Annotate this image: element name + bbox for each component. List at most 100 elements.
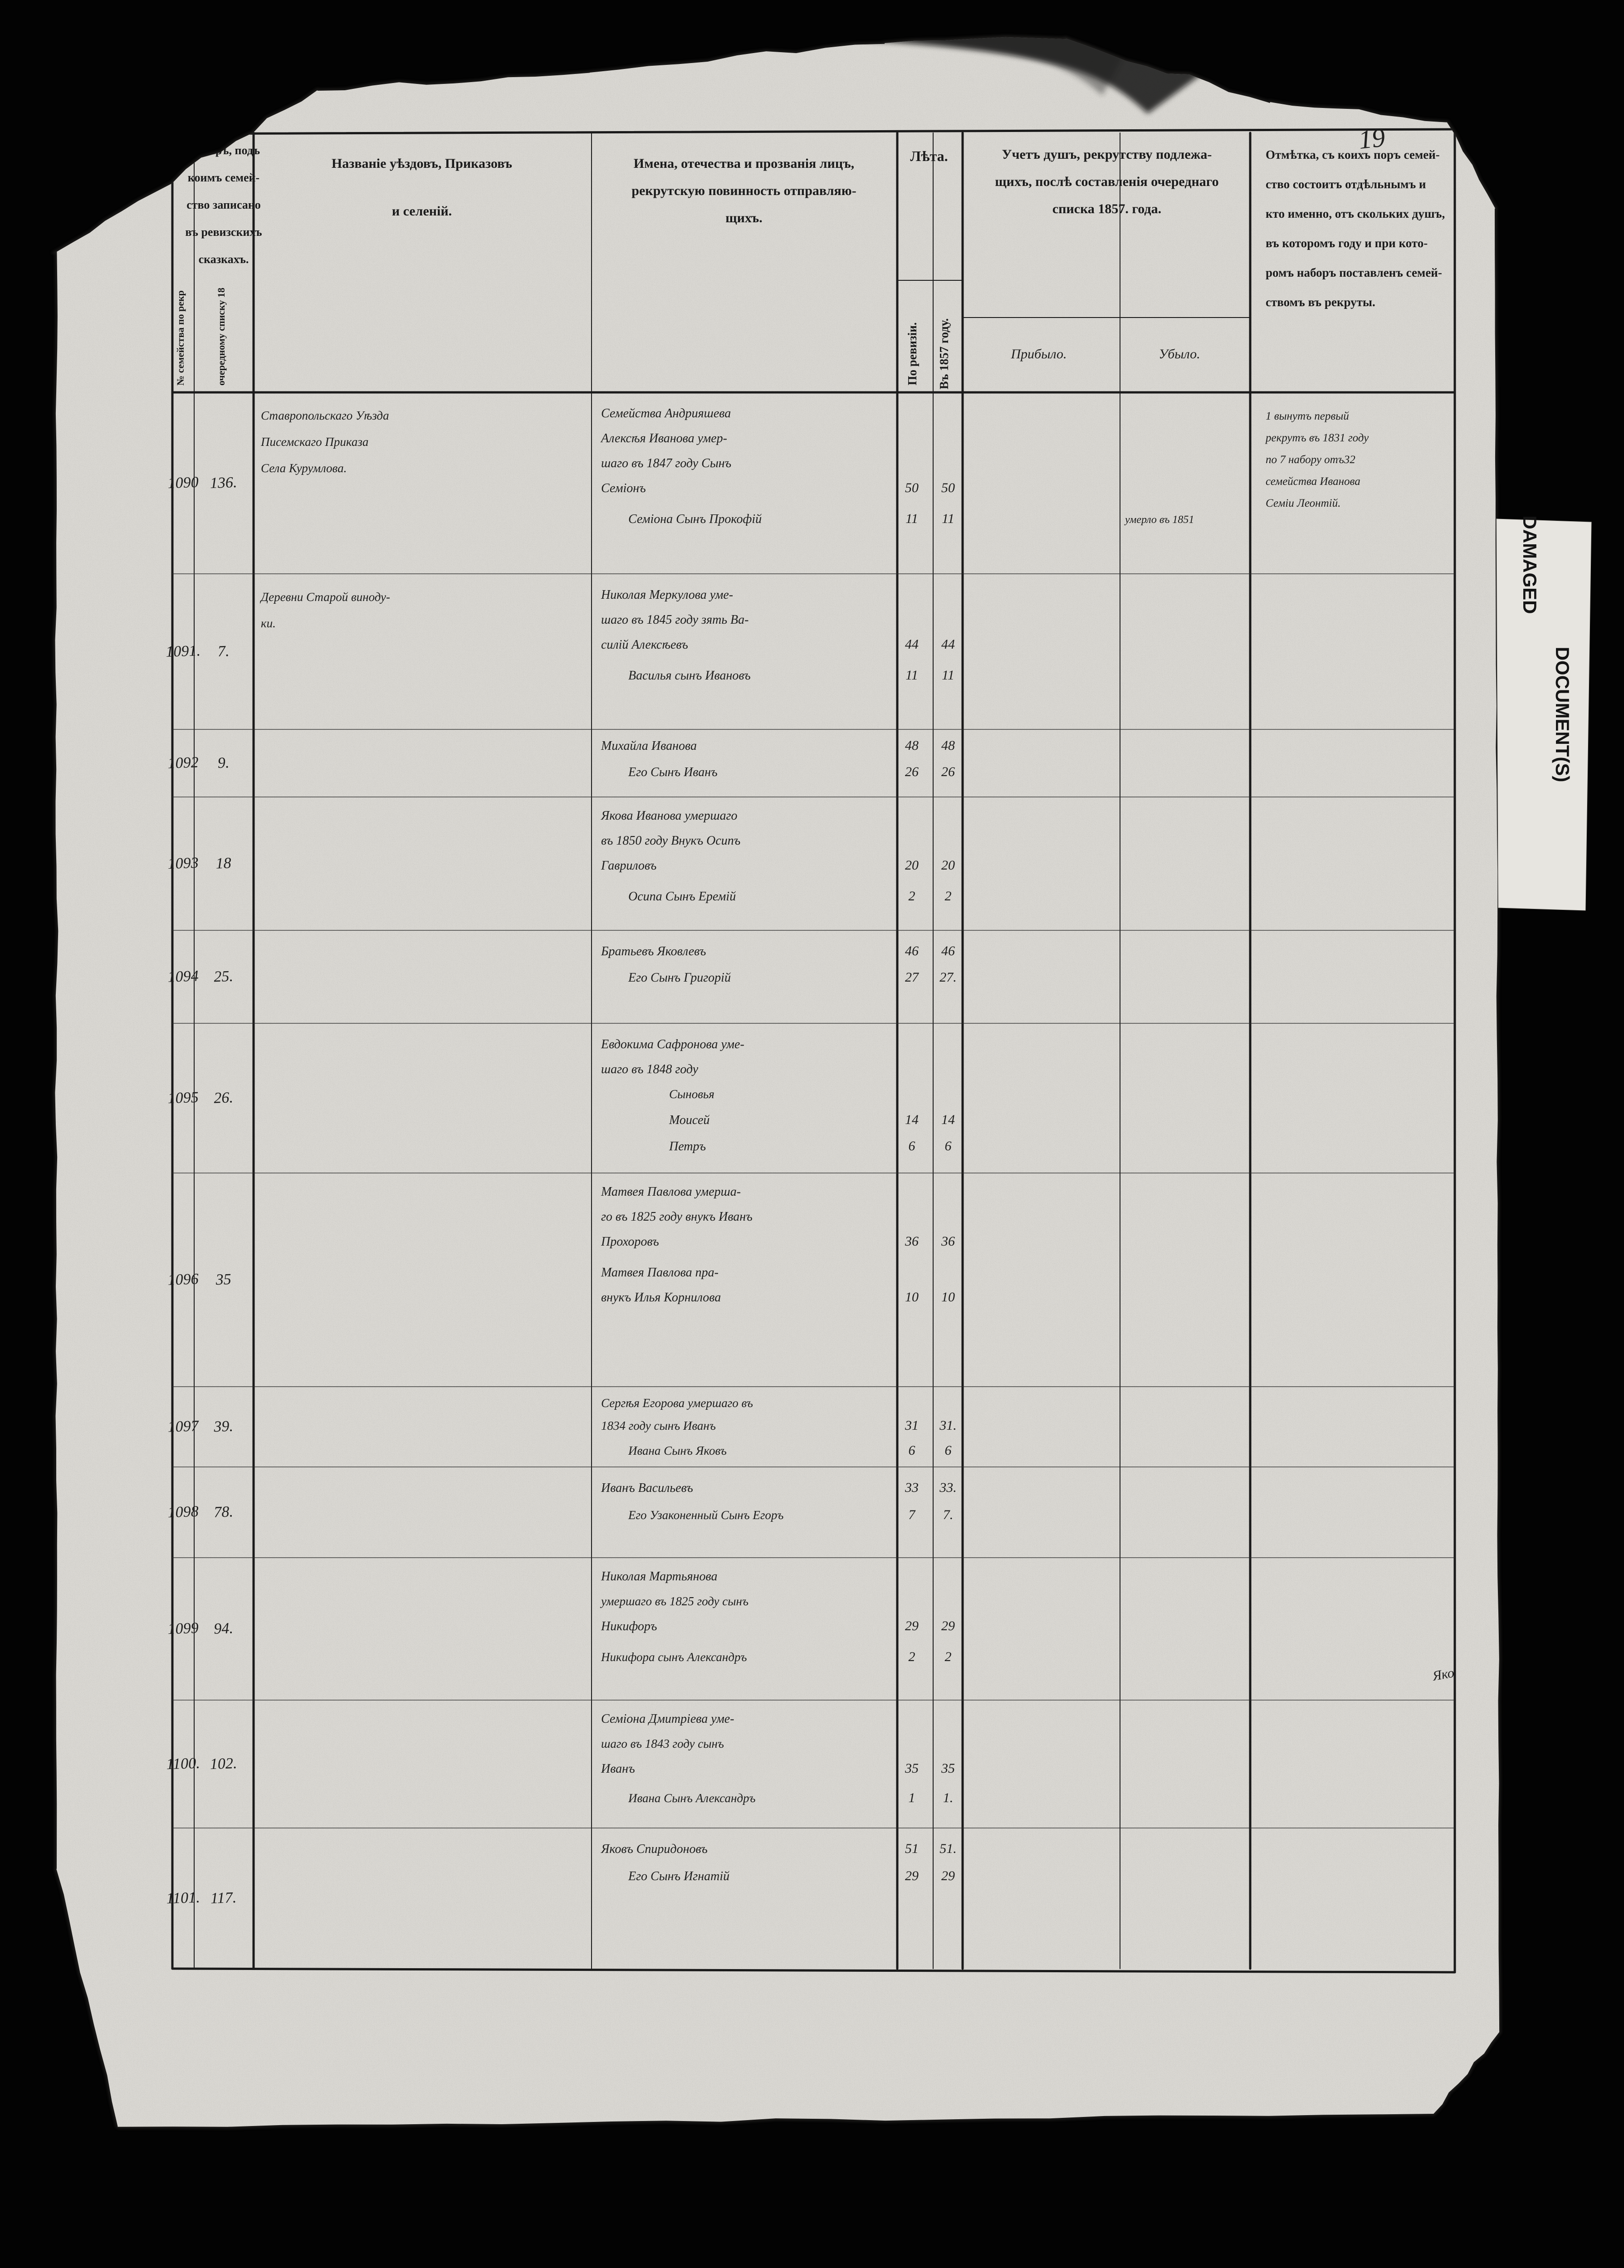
svg-text:Лѣта.: Лѣта.: [910, 148, 948, 164]
svg-text:Названіе уѣздовъ, Приказовъ: Названіе уѣздовъ, Приказовъ: [332, 156, 512, 171]
svg-text:39.: 39.: [213, 1418, 234, 1435]
svg-text:шаго въ 1847 году Сынъ: шаго въ 1847 году Сынъ: [601, 456, 731, 470]
svg-text:26: 26: [905, 764, 919, 779]
svg-text:94.: 94.: [214, 1620, 234, 1637]
svg-text:1093: 1093: [167, 855, 199, 872]
svg-text:35: 35: [905, 1761, 919, 1776]
svg-text:11: 11: [905, 668, 918, 683]
svg-text:коимъ семей-: коимъ семей-: [188, 171, 259, 184]
svg-text:50: 50: [905, 480, 919, 495]
svg-text:рекрутскую повинность отправля: рекрутскую повинность отправляю-: [631, 183, 856, 198]
svg-text:1091.: 1091.: [166, 642, 201, 660]
svg-text:шаго въ 1843 году сынъ: шаго въ 1843 году сынъ: [601, 1737, 724, 1750]
svg-text:1090: 1090: [167, 474, 199, 492]
svg-text:1: 1: [909, 1790, 915, 1805]
svg-text:Михайла Иванова: Михайла Иванова: [601, 739, 697, 753]
svg-text:Сыновья: Сыновья: [669, 1087, 714, 1101]
svg-text:36: 36: [941, 1234, 955, 1249]
svg-text:щихъ, послѣ составленiя очеред: щихъ, послѣ составленiя очереднаго: [995, 174, 1218, 189]
svg-text:Яковъ Спиридоновъ: Яковъ Спиридоновъ: [601, 1842, 708, 1856]
svg-text:20: 20: [941, 858, 955, 873]
svg-text:Матвея Павлова умерша-: Матвея Павлова умерша-: [601, 1185, 741, 1199]
svg-text:го въ 1825 году внукъ Иванъ: го въ 1825 году внукъ Иванъ: [601, 1210, 753, 1224]
svg-text:36: 36: [905, 1234, 919, 1249]
svg-text:1101.: 1101.: [166, 1889, 200, 1907]
svg-text:7.: 7.: [217, 643, 230, 660]
svg-text:1096: 1096: [167, 1271, 199, 1288]
svg-text:въ ревизскихъ: въ ревизскихъ: [185, 225, 262, 239]
svg-text:Его Сынъ Григорiй: Его Сынъ Григорiй: [628, 971, 731, 985]
svg-text:ство записано: ство записано: [186, 198, 261, 211]
svg-text:по 7 набору отъ32: по 7 набору отъ32: [1266, 454, 1355, 466]
svg-text:Семіона Сынъ Прокофiй: Семіона Сынъ Прокофiй: [628, 512, 762, 526]
svg-text:35: 35: [941, 1761, 955, 1776]
svg-text:силiй Алексѣевъ: силiй Алексѣевъ: [601, 638, 688, 652]
svg-text:1095: 1095: [167, 1089, 199, 1107]
svg-text:Ставропольскаго Уѣзда: Ставропольскаго Уѣзда: [261, 409, 389, 422]
svg-text:20: 20: [905, 858, 919, 873]
svg-text:шаго въ 1845 году зять Ва-: шаго въ 1845 году зять Ва-: [601, 613, 749, 627]
svg-text:Убыло.: Убыло.: [1159, 347, 1200, 362]
svg-text:33: 33: [905, 1480, 919, 1495]
svg-text:14: 14: [905, 1112, 919, 1127]
svg-text:Семейства Андрияшева: Семейства Андрияшева: [601, 406, 731, 420]
svg-text:29: 29: [941, 1868, 955, 1883]
svg-text:Николая Меркулова уме-: Николая Меркулова уме-: [601, 588, 733, 602]
svg-text:ство состоитъ отдѣльнымъ и: ство состоитъ отдѣльнымъ и: [1266, 177, 1426, 191]
svg-text:29: 29: [905, 1618, 919, 1633]
svg-text:Его Сынъ Игнатiй: Его Сынъ Игнатiй: [628, 1869, 729, 1883]
svg-text:1100.: 1100.: [166, 1755, 200, 1773]
svg-text:Василья сынъ Ивановъ: Василья сынъ Ивановъ: [628, 669, 751, 683]
svg-text:Имена, отечества и прозванія л: Имена, отечества и прозванія лицъ,: [634, 156, 854, 171]
svg-text:48: 48: [941, 738, 955, 753]
svg-text:27: 27: [905, 970, 920, 985]
svg-text:1098: 1098: [167, 1503, 199, 1521]
svg-text:10: 10: [941, 1290, 955, 1305]
svg-text:очередному списку 18: очередному списку 18: [215, 288, 227, 386]
svg-text:14: 14: [941, 1112, 955, 1127]
svg-text:51.: 51.: [939, 1841, 957, 1856]
svg-text:2: 2: [909, 889, 915, 904]
svg-text:46: 46: [941, 943, 955, 958]
svg-text:и селеній.: и селеній.: [392, 204, 452, 219]
svg-text:Никифора сынъ Александръ: Никифора сынъ Александръ: [601, 1650, 747, 1664]
svg-text:2: 2: [945, 889, 952, 904]
svg-text:Семіи Леонтiй.: Семіи Леонтiй.: [1266, 497, 1340, 509]
svg-text:7: 7: [909, 1507, 916, 1522]
svg-text:Отмѣтка, съ коихъ поръ семей-: Отмѣтка, съ коихъ поръ семей-: [1266, 148, 1440, 161]
svg-text:46: 46: [905, 943, 919, 958]
svg-text:35: 35: [215, 1271, 231, 1288]
svg-text:2: 2: [909, 1649, 915, 1664]
svg-text:2: 2: [945, 1649, 952, 1664]
svg-text:Гавриловъ: Гавриловъ: [601, 859, 656, 873]
svg-text:19: 19: [1357, 122, 1386, 155]
svg-text:Писемскаго Приказа: Писемскаго Приказа: [260, 435, 368, 449]
svg-text:1099: 1099: [167, 1620, 199, 1637]
svg-text:1092: 1092: [167, 754, 199, 772]
svg-text:№ семейства по рекр: № семейства по рекр: [175, 290, 186, 386]
svg-text:26.: 26.: [214, 1089, 234, 1106]
svg-text:Ивана Сынъ Александръ: Ивана Сынъ Александръ: [628, 1791, 756, 1805]
svg-text:1834 году сынъ Иванъ: 1834 году сынъ Иванъ: [601, 1419, 716, 1432]
svg-text:шаго въ 1848 году: шаго въ 1848 году: [601, 1062, 699, 1076]
svg-text:въ 1850 году Внукъ Осипъ: въ 1850 году Внукъ Осипъ: [601, 834, 740, 848]
svg-text:25.: 25.: [214, 968, 234, 985]
svg-text:Прибыло.: Прибыло.: [1010, 347, 1066, 362]
svg-text:33.: 33.: [939, 1480, 957, 1495]
svg-text:6: 6: [909, 1139, 915, 1154]
svg-text:Евдокима Сафронова уме-: Евдокима Сафронова уме-: [601, 1037, 744, 1051]
svg-text:ромъ наборъ поставленъ семей-: ромъ наборъ поставленъ семей-: [1266, 266, 1442, 279]
svg-text:внукъ Илья Корнилова: внукъ Илья Корнилова: [601, 1290, 721, 1305]
svg-text:ствомъ въ рекруты.: ствомъ въ рекруты.: [1266, 295, 1375, 309]
svg-text:Сергѣя Егорова умершаго въ: Сергѣя Егорова умершаго въ: [601, 1396, 753, 1410]
svg-text:въ которомъ году и при кото-: въ которомъ году и при кото-: [1266, 236, 1428, 250]
svg-text:1097: 1097: [167, 1418, 200, 1435]
svg-text:102.: 102.: [210, 1755, 237, 1773]
svg-text:51: 51: [905, 1841, 919, 1856]
svg-text:Въ 1857 году.: Въ 1857 году.: [937, 318, 951, 390]
svg-text:Деревни Старой виноду-: Деревни Старой виноду-: [259, 590, 390, 604]
svg-text:Семіонъ: Семіонъ: [601, 481, 646, 495]
svg-text:18: 18: [215, 855, 231, 872]
svg-text:117.: 117.: [210, 1889, 237, 1907]
svg-text:27.: 27.: [939, 970, 957, 985]
